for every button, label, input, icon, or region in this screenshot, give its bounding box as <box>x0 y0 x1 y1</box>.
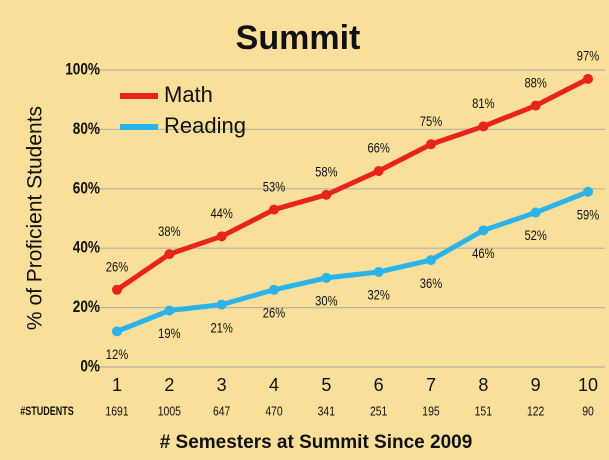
value-label: 44% <box>210 206 232 221</box>
student-count: 470 <box>265 404 283 418</box>
x-tick-label: 10 <box>578 375 598 395</box>
x-tick-label: 2 <box>164 375 174 395</box>
point <box>478 121 489 132</box>
value-label: 53% <box>263 179 285 194</box>
student-count: 251 <box>370 404 387 418</box>
value-label: 32% <box>367 288 389 303</box>
point <box>530 207 541 218</box>
legend-label: Math <box>164 82 213 107</box>
value-label: 59% <box>577 207 599 222</box>
y-tick-label: 80% <box>73 120 100 139</box>
x-tick-label: 5 <box>321 375 331 395</box>
x-tick-label: 1 <box>112 375 122 395</box>
y-tick-label: 100% <box>65 60 100 79</box>
value-label: 75% <box>420 114 442 129</box>
point <box>216 231 227 242</box>
point <box>373 266 384 277</box>
student-count: 341 <box>318 404 335 418</box>
value-label: 97% <box>577 48 599 63</box>
value-label: 46% <box>472 246 494 261</box>
student-count: 1691 <box>105 404 128 418</box>
point <box>321 272 332 283</box>
point <box>112 326 122 337</box>
point <box>583 186 593 197</box>
x-tick-label: 7 <box>426 375 436 395</box>
point <box>478 225 489 236</box>
students-row-label: #STUDENTS <box>20 405 73 419</box>
value-label: 26% <box>106 259 128 274</box>
point <box>112 284 122 295</box>
value-label: 52% <box>524 228 546 243</box>
student-count: 90 <box>582 404 594 418</box>
x-tick-label: 3 <box>217 375 227 395</box>
chart-title: Summit <box>236 19 361 57</box>
value-label: 58% <box>315 164 337 179</box>
value-label: 66% <box>367 141 389 156</box>
point <box>321 189 332 200</box>
value-label: 26% <box>263 305 285 320</box>
point <box>269 204 279 215</box>
point <box>426 139 436 150</box>
value-label: 19% <box>158 326 180 341</box>
point <box>164 249 175 260</box>
point <box>373 165 384 176</box>
value-label: 12% <box>106 347 128 362</box>
x-axis-label: # Semesters at Summit Since 2009 <box>160 432 473 453</box>
student-count: 151 <box>475 404 492 418</box>
point <box>583 73 593 84</box>
y-tick-label: 60% <box>73 179 100 198</box>
x-tick-label: 9 <box>531 375 541 395</box>
value-label: 36% <box>420 276 442 291</box>
value-label: 21% <box>210 320 232 335</box>
point <box>426 255 436 266</box>
point <box>530 100 541 111</box>
student-count: 1005 <box>158 404 182 418</box>
point <box>216 299 227 310</box>
value-label: 81% <box>472 96 494 111</box>
student-count: 195 <box>422 404 440 418</box>
legend-label: Reading <box>164 113 246 138</box>
value-label: 38% <box>158 224 180 239</box>
y-tick-label: 20% <box>73 298 100 317</box>
x-tick-label: 6 <box>374 375 384 395</box>
x-tick-label: 8 <box>478 375 488 395</box>
value-label: 88% <box>524 75 546 90</box>
point <box>269 284 279 295</box>
value-label: 30% <box>315 293 337 308</box>
student-count: 122 <box>527 404 544 418</box>
y-axis-label: % of Proficient Students <box>24 106 47 330</box>
series-line <box>116 189 589 334</box>
series-line <box>115 76 590 292</box>
x-tick-label: 4 <box>269 375 279 395</box>
point <box>164 305 175 316</box>
y-tick-label: 0% <box>80 357 100 376</box>
y-tick-label: 40% <box>73 238 100 257</box>
student-count: 647 <box>213 404 230 418</box>
